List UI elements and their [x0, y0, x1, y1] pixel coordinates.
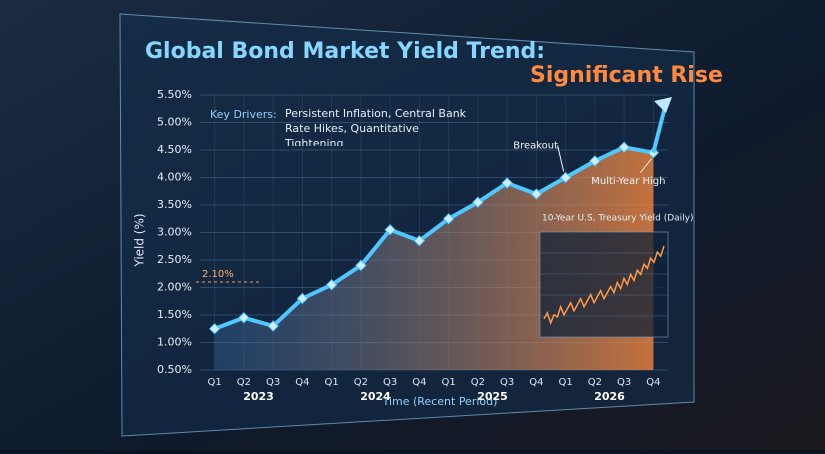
point — [384, 224, 396, 236]
x-tick-label: Q3 — [617, 377, 631, 388]
y-tick-label: 2.50% — [157, 253, 192, 266]
x-year-label: 2023 — [243, 390, 274, 403]
x-tick-label: Q4 — [295, 377, 309, 388]
y-tick-label: 4.00% — [157, 171, 192, 184]
point — [267, 320, 279, 332]
x-tick-label: Q3 — [266, 377, 280, 388]
inset-title: 10-Year U.S. Treasury Yield (Daily) — [542, 214, 694, 224]
x-tick-label: Q3 — [500, 377, 514, 388]
inset-line — [543, 245, 665, 326]
x-year-label: 2024 — [360, 390, 391, 403]
x-tick-label: Q1 — [559, 377, 573, 388]
y-tick-label: 1.50% — [157, 308, 192, 321]
x-tick-label: Q2 — [354, 377, 368, 388]
y-tick-label: 5.50% — [157, 88, 192, 101]
x-tick-label: Q4 — [529, 377, 543, 388]
x-tick-label: Q2 — [237, 377, 251, 388]
y-tick-label: 4.50% — [157, 143, 192, 156]
x-tick-label: Q4 — [412, 377, 426, 388]
point — [413, 235, 426, 247]
reference-label: 2.10% — [202, 269, 234, 280]
point — [238, 312, 250, 324]
x-tick-label: Q1 — [442, 377, 456, 388]
x-tick-label: Q2 — [588, 377, 602, 388]
point — [355, 259, 367, 272]
inset-panel — [539, 231, 669, 338]
annotation-arrow — [639, 158, 652, 174]
annotation: Multi-Year High — [591, 176, 665, 187]
point — [501, 177, 513, 189]
x-tick-label: Q1 — [325, 377, 339, 388]
annotation-arrow — [557, 145, 565, 172]
line — [213, 145, 654, 331]
point — [618, 141, 630, 153]
point — [559, 171, 572, 184]
key-drivers-box: Persistent Inflation, Central Bank Rate … — [285, 107, 467, 146]
y-axis-label: Yield (%) — [133, 213, 147, 267]
x-year-label: 2025 — [477, 390, 508, 403]
arrow-head — [654, 97, 672, 113]
annotation: Breakout — [513, 141, 558, 152]
y-tick-label: 3.50% — [157, 198, 192, 211]
point — [530, 188, 543, 200]
y-tick-label: 5.00% — [157, 116, 192, 129]
x-tick-label: Q3 — [383, 377, 397, 388]
point — [325, 279, 338, 291]
y-tick-label: 3.00% — [157, 226, 192, 239]
x-tick-label: Q4 — [646, 377, 660, 388]
key-drivers-label: Key Drivers: — [210, 108, 277, 121]
chart-title: Global Bond Market Yield Trend: — [145, 39, 545, 64]
point — [296, 292, 309, 305]
x-tick-label: Q2 — [471, 377, 485, 388]
key-drivers: Persistent Inflation, Central Bank Rate … — [285, 107, 467, 146]
y-tick-label: 2.00% — [157, 281, 192, 294]
point — [442, 213, 455, 225]
point — [589, 155, 601, 167]
point — [208, 323, 221, 335]
x-year-label: 2026 — [594, 390, 625, 403]
x-axis-label: Time (Recent Period) — [382, 395, 498, 408]
y-tick-label: 1.00% — [157, 336, 192, 349]
point — [472, 196, 484, 208]
trend-arrow — [651, 102, 668, 154]
y-tick-label: 0.50% — [157, 363, 192, 376]
chart-title-emphasis: Significant Rise — [530, 63, 723, 88]
x-tick-label: Q1 — [208, 377, 222, 388]
